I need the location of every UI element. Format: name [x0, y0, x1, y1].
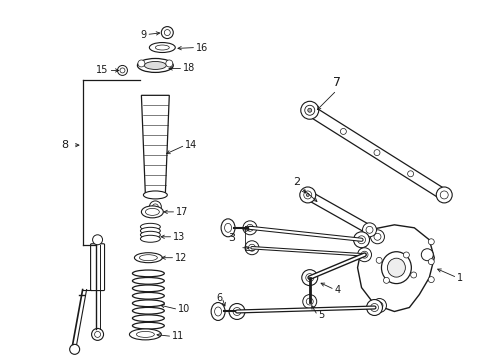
- Circle shape: [302, 294, 316, 309]
- Text: 10: 10: [178, 305, 190, 315]
- Text: 5: 5: [317, 310, 324, 320]
- Circle shape: [228, 303, 244, 319]
- Ellipse shape: [140, 227, 160, 234]
- Ellipse shape: [136, 332, 154, 337]
- FancyBboxPatch shape: [90, 244, 104, 291]
- Ellipse shape: [155, 45, 169, 50]
- Text: 1: 1: [456, 273, 462, 283]
- Circle shape: [340, 129, 346, 134]
- Ellipse shape: [145, 208, 159, 215]
- Circle shape: [375, 302, 382, 309]
- Circle shape: [353, 232, 369, 248]
- Circle shape: [373, 150, 379, 156]
- Text: 13: 13: [173, 232, 185, 242]
- Circle shape: [362, 223, 376, 237]
- Circle shape: [303, 191, 311, 199]
- Circle shape: [305, 298, 313, 305]
- Text: 6: 6: [216, 293, 222, 302]
- Circle shape: [300, 101, 318, 119]
- Circle shape: [120, 68, 125, 73]
- Circle shape: [69, 345, 80, 354]
- Ellipse shape: [386, 258, 405, 277]
- Circle shape: [375, 257, 381, 263]
- Circle shape: [94, 332, 101, 337]
- Polygon shape: [357, 225, 433, 311]
- Circle shape: [248, 244, 255, 251]
- Circle shape: [305, 193, 308, 197]
- Circle shape: [138, 60, 144, 67]
- Circle shape: [435, 187, 451, 203]
- Circle shape: [427, 276, 433, 283]
- Circle shape: [301, 270, 317, 285]
- Circle shape: [366, 226, 372, 233]
- Text: 3: 3: [228, 233, 235, 243]
- Ellipse shape: [134, 253, 162, 263]
- Circle shape: [373, 233, 380, 240]
- Circle shape: [165, 60, 172, 67]
- Circle shape: [91, 328, 103, 340]
- Circle shape: [357, 236, 365, 244]
- Text: 15: 15: [96, 66, 108, 76]
- Circle shape: [233, 307, 241, 315]
- Ellipse shape: [137, 58, 173, 72]
- Ellipse shape: [144, 62, 166, 69]
- Circle shape: [304, 105, 314, 115]
- Polygon shape: [141, 95, 169, 195]
- Circle shape: [360, 251, 367, 258]
- Circle shape: [383, 277, 388, 283]
- Ellipse shape: [140, 223, 160, 230]
- Ellipse shape: [214, 307, 221, 316]
- Circle shape: [244, 241, 259, 255]
- Text: 9: 9: [140, 30, 146, 40]
- Ellipse shape: [211, 302, 224, 320]
- Circle shape: [246, 224, 253, 231]
- Ellipse shape: [143, 191, 167, 199]
- Text: 11: 11: [172, 332, 184, 341]
- Ellipse shape: [141, 206, 163, 218]
- Ellipse shape: [139, 255, 157, 261]
- Circle shape: [370, 303, 378, 311]
- Text: 16: 16: [196, 42, 208, 53]
- Ellipse shape: [140, 235, 160, 242]
- Circle shape: [439, 191, 447, 199]
- Text: 18: 18: [183, 63, 195, 73]
- Circle shape: [243, 221, 256, 235]
- Text: 4: 4: [334, 284, 340, 294]
- Ellipse shape: [224, 223, 231, 232]
- Polygon shape: [306, 105, 446, 199]
- Circle shape: [357, 248, 371, 262]
- Text: 14: 14: [185, 140, 197, 150]
- Circle shape: [410, 272, 416, 278]
- Ellipse shape: [140, 231, 160, 238]
- Circle shape: [307, 108, 311, 112]
- Circle shape: [372, 298, 386, 312]
- Ellipse shape: [129, 329, 161, 340]
- Circle shape: [92, 235, 102, 245]
- Polygon shape: [305, 191, 371, 234]
- Circle shape: [370, 230, 384, 244]
- Ellipse shape: [221, 219, 235, 237]
- Text: 12: 12: [175, 253, 187, 263]
- Circle shape: [421, 249, 432, 261]
- Text: 7: 7: [332, 76, 340, 89]
- Ellipse shape: [149, 42, 175, 53]
- Text: 8: 8: [61, 140, 68, 150]
- Circle shape: [366, 300, 382, 315]
- Circle shape: [427, 259, 433, 265]
- Circle shape: [161, 27, 173, 39]
- Circle shape: [407, 171, 413, 177]
- Circle shape: [305, 274, 313, 282]
- Ellipse shape: [381, 252, 410, 284]
- Circle shape: [117, 66, 127, 75]
- Circle shape: [149, 201, 161, 213]
- Circle shape: [403, 252, 408, 258]
- Text: 2: 2: [293, 177, 300, 187]
- Circle shape: [164, 30, 170, 36]
- Circle shape: [152, 204, 158, 210]
- Text: 17: 17: [176, 207, 188, 217]
- Circle shape: [427, 239, 433, 245]
- Circle shape: [299, 187, 315, 203]
